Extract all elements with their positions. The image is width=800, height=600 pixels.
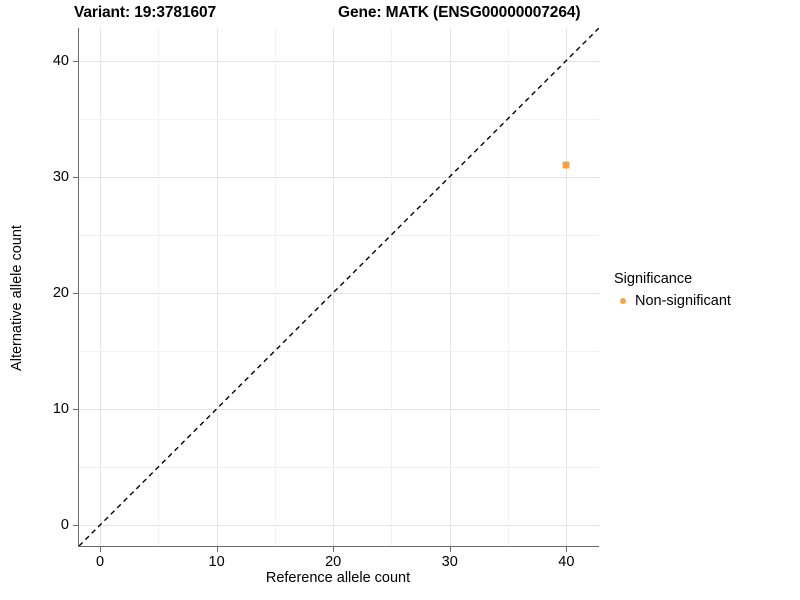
gridline-y-40 bbox=[79, 60, 599, 62]
y-tick-label-20: 20 bbox=[52, 284, 69, 301]
x-tick-label-10: 10 bbox=[208, 554, 225, 570]
gridline-x-20 bbox=[333, 28, 335, 546]
chart-title-row: Variant: 19:3781607 Gene: MATK (ENSG0000… bbox=[0, 4, 800, 26]
identity-reference-line bbox=[79, 28, 599, 546]
legend-entries: Non-significant bbox=[614, 293, 731, 310]
gridline-x-40 bbox=[566, 28, 568, 546]
x-tick-0 bbox=[99, 547, 101, 552]
y-axis-line bbox=[78, 28, 79, 547]
variant-title: Variant: 19:3781607 bbox=[74, 4, 217, 21]
x-tick-20 bbox=[333, 547, 335, 552]
x-tick-30 bbox=[449, 547, 451, 552]
gridline-y-35 bbox=[79, 118, 599, 120]
gridline-y-25 bbox=[79, 234, 599, 236]
legend-item-0[interactable]: Non-significant bbox=[614, 293, 731, 310]
circle-icon bbox=[619, 298, 626, 305]
y-tick-label-40: 40 bbox=[52, 52, 69, 69]
y-tick-label-30: 30 bbox=[52, 168, 69, 185]
gridline-x-0 bbox=[99, 28, 101, 546]
gridline-x-15 bbox=[274, 28, 276, 546]
x-tick-label-20: 20 bbox=[325, 554, 342, 570]
gridline-y-30 bbox=[79, 176, 599, 178]
gridline-x-35 bbox=[508, 28, 510, 546]
gridline-x-5 bbox=[158, 28, 160, 546]
y-tick-label-10: 10 bbox=[52, 400, 69, 417]
gene-title: Gene: MATK (ENSG00000007264) bbox=[338, 4, 581, 21]
gridline-x-10 bbox=[216, 28, 218, 546]
x-axis-line bbox=[78, 546, 599, 547]
gridline-x-30 bbox=[449, 28, 451, 546]
gridline-x-25 bbox=[391, 28, 393, 546]
legend-title: Significance bbox=[614, 271, 693, 287]
plot-panel bbox=[79, 28, 599, 546]
data-point[interactable] bbox=[562, 161, 570, 169]
legend-key-icon bbox=[614, 293, 631, 310]
y-tick-30 bbox=[73, 176, 78, 178]
y-tick-label-0: 0 bbox=[60, 517, 69, 534]
x-tick-label-40: 40 bbox=[558, 554, 575, 570]
gridline-y-10 bbox=[79, 408, 599, 410]
x-tick-10 bbox=[216, 547, 218, 552]
x-tick-label-0: 0 bbox=[95, 554, 105, 570]
x-axis-title: Reference allele count bbox=[265, 570, 411, 586]
gridline-y-15 bbox=[79, 350, 599, 352]
gridline-y-5 bbox=[79, 467, 599, 469]
gridline-y-20 bbox=[79, 292, 599, 294]
x-tick-label-30: 30 bbox=[441, 554, 458, 570]
y-tick-0 bbox=[73, 525, 78, 527]
legend-item-label: Non-significant bbox=[635, 292, 731, 309]
gridline-y-0 bbox=[79, 525, 599, 527]
y-tick-10 bbox=[73, 408, 78, 410]
legend: Significance Non-significant bbox=[614, 270, 731, 310]
x-tick-40 bbox=[566, 547, 568, 552]
y-tick-40 bbox=[73, 60, 78, 62]
y-tick-20 bbox=[73, 292, 78, 294]
